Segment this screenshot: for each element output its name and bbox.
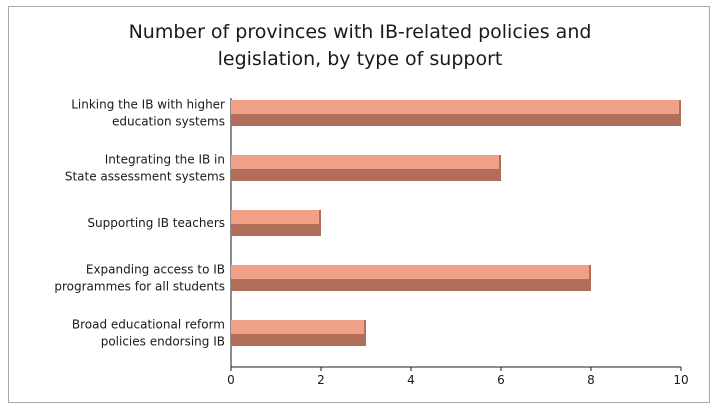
bar (231, 265, 591, 279)
bar-end-cap (499, 155, 501, 181)
chart-title: Number of provinces with IB-related poli… (9, 19, 711, 73)
bar (231, 155, 501, 169)
category-label: policies endorsing IB (101, 335, 225, 349)
bar-end-cap (679, 100, 681, 126)
bar-end-cap (364, 320, 366, 346)
x-tick-label: 4 (407, 373, 415, 387)
bar-shadow (231, 224, 321, 236)
bar-end-cap (319, 210, 321, 236)
category-label: Integrating the IB in (105, 153, 225, 167)
x-tick-label: 8 (587, 373, 595, 387)
category-label: programmes for all students (54, 280, 225, 294)
x-tick-label: 0 (227, 373, 235, 387)
x-tick-label: 6 (497, 373, 505, 387)
category-label: education systems (112, 115, 225, 129)
bar-shadow (231, 279, 591, 291)
category-label: Linking the IB with higher (71, 98, 225, 112)
bar-end-cap (589, 265, 591, 291)
bar-shadow (231, 114, 681, 126)
bar (231, 100, 681, 114)
category-label: Broad educational reform (72, 318, 225, 332)
chart-title-line-2: legislation, by type of support (217, 48, 503, 70)
bar-shadow (231, 169, 501, 181)
bar (231, 210, 321, 224)
category-label: Supporting IB teachers (87, 216, 225, 230)
category-label: Expanding access to IB (86, 263, 225, 277)
bar-shadow (231, 334, 366, 346)
x-tick-label: 10 (673, 373, 688, 387)
chart-title-line-1: Number of provinces with IB-related poli… (128, 21, 592, 43)
category-label: State assessment systems (65, 170, 225, 184)
x-tick-label: 2 (317, 373, 325, 387)
bar (231, 320, 366, 334)
